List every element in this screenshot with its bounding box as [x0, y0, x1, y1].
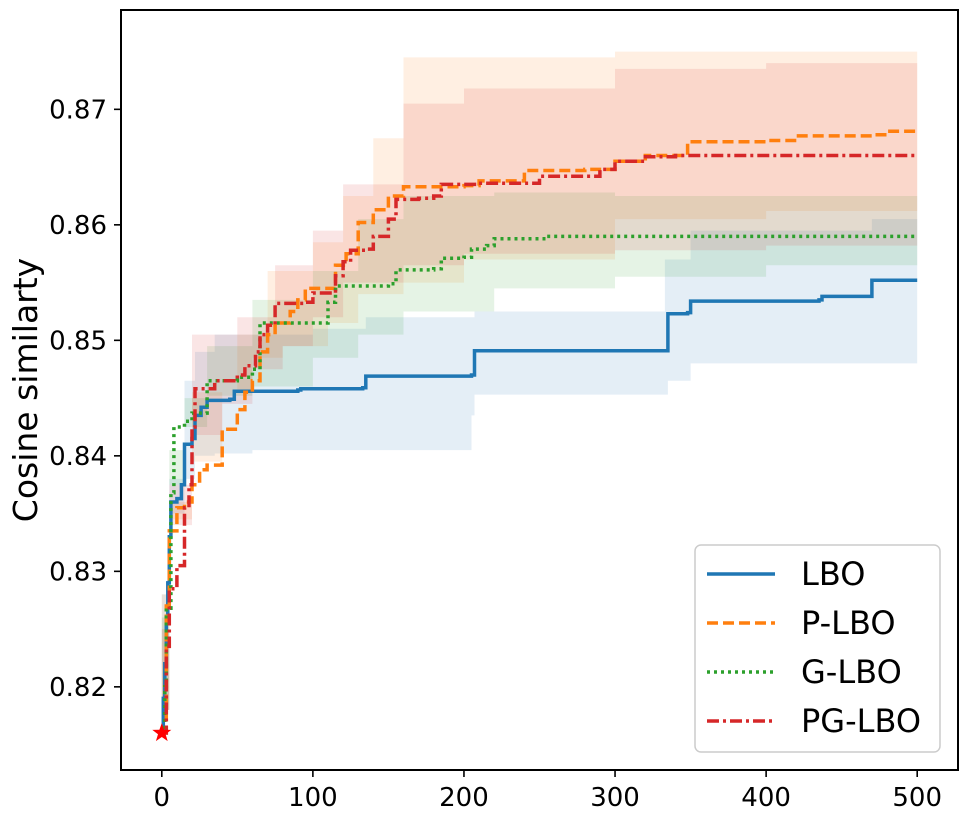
confidence-bands	[161, 49, 918, 734]
band-p-lbo	[161, 49, 918, 734]
y-tick-label: 0.82	[49, 673, 107, 703]
x-tick-label: 400	[741, 783, 791, 813]
start-star-marker	[152, 723, 172, 742]
legend-label-g-lbo: G-LBO	[801, 653, 902, 691]
y-axis: 0.82 0.83 0.84 0.85 0.86 0.87	[49, 95, 121, 703]
y-tick-label: 0.83	[49, 557, 107, 587]
x-tick-label: 0	[154, 783, 171, 813]
y-tick-label: 0.85	[49, 326, 107, 356]
line-pg-lbo	[161, 153, 919, 735]
band-lbo	[161, 213, 918, 734]
x-tick-label: 300	[590, 783, 640, 813]
series-lines	[161, 129, 919, 735]
x-tick-label: 200	[439, 783, 489, 813]
legend-label-p-lbo: P-LBO	[801, 604, 896, 642]
band-pg-lbo	[161, 63, 918, 734]
y-axis-label: Cosine similarty	[6, 258, 45, 522]
legend-label-lbo: LBO	[801, 555, 865, 593]
band-g-lbo	[161, 192, 918, 733]
legend-box	[694, 544, 941, 753]
line-p-lbo	[161, 129, 918, 735]
x-tick-label: 500	[892, 783, 942, 813]
y-tick-label: 0.87	[49, 95, 107, 125]
legend: LBO P-LBO G-LBO PG-LBO	[694, 544, 941, 753]
start-marker-group	[152, 723, 172, 742]
y-tick-label: 0.86	[49, 211, 107, 241]
y-tick-label: 0.84	[49, 442, 107, 472]
x-axis: 0 100 200 300 400 500	[154, 770, 942, 813]
plot-frame	[120, 9, 959, 771]
legend-label-pg-lbo: PG-LBO	[801, 702, 921, 740]
x-tick-label: 100	[288, 783, 338, 813]
